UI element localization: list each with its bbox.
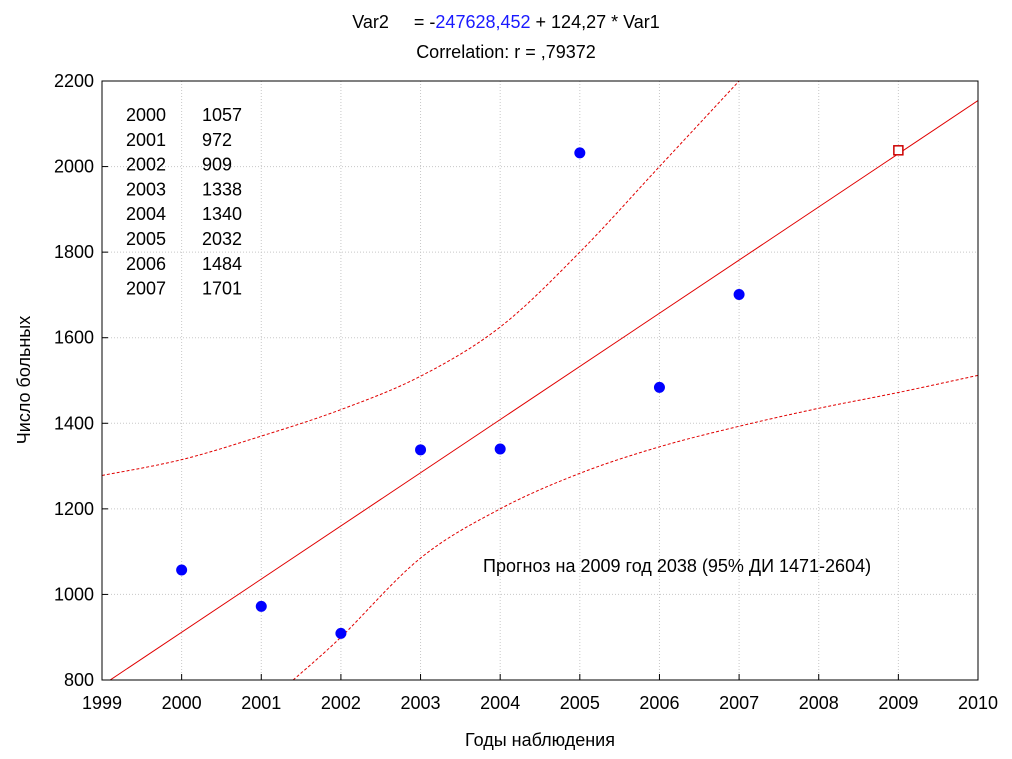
table-value: 909 — [202, 155, 232, 175]
table-year: 2006 — [126, 254, 166, 274]
correlation-line: Correlation: r = ,79372 — [416, 42, 596, 62]
x-tick-label: 2006 — [639, 693, 679, 713]
y-tick-label: 1200 — [54, 499, 94, 519]
data-point — [653, 381, 665, 393]
data-point — [494, 443, 506, 455]
data-point — [176, 564, 188, 576]
table-value: 1701 — [202, 279, 242, 299]
table-year: 2000 — [126, 105, 166, 125]
data-point — [335, 627, 347, 639]
confidence-upper-line — [102, 81, 740, 476]
equation-equals: = - — [413, 12, 436, 32]
equation-intercept: 247628,452 — [435, 12, 531, 32]
table-year: 2004 — [126, 204, 166, 224]
table-value: 1484 — [202, 254, 242, 274]
data-point — [415, 444, 427, 456]
data-point — [574, 147, 586, 159]
y-tick-label: 1000 — [54, 584, 94, 604]
y-tick-label: 1400 — [54, 413, 94, 433]
x-axis-ticks: 1999 2000 2001 2002 2003 2004 2005 2006 2007 2008… — [82, 674, 998, 713]
table-year: 2001 — [126, 130, 166, 150]
plot-border — [101, 80, 979, 681]
y-tick-label: 1600 — [54, 328, 94, 348]
plot-frame — [101, 80, 979, 681]
x-tick-label: 2008 — [799, 693, 839, 713]
x-tick-label: 2004 — [480, 693, 520, 713]
forecast-annotation: Прогноз на 2009 год 2038 (95% ДИ 1471-26… — [483, 556, 871, 576]
data-points — [176, 145, 904, 639]
x-tick-label: 2003 — [401, 693, 441, 713]
confidence-lower-line — [292, 374, 978, 680]
x-tick-label: 2009 — [878, 693, 918, 713]
table-year: 2005 — [126, 229, 166, 249]
table-value: 1338 — [202, 179, 242, 199]
y-tick-label: 2000 — [54, 157, 94, 177]
y-axis-ticks: 800 1000 1200 1400 1600 1800 2000 2200 — [54, 71, 108, 690]
equation-line: Var2 = -247628,452 + 124,27 * Var1 — [0, 12, 1012, 33]
equation-rhs: + 124,27 * Var1 — [530, 12, 660, 32]
x-tick-label: 2010 — [958, 693, 998, 713]
y-tick-label: 1800 — [54, 242, 94, 262]
table-value: 972 — [202, 130, 232, 150]
equation-lhs: Var2 — [352, 12, 389, 32]
data-table: 2000 1057 2001 972 2002 909 2003 1338 2004 1340 20… — [126, 105, 242, 299]
table-value: 1340 — [202, 204, 242, 224]
x-tick-label: 2002 — [321, 693, 361, 713]
data-point — [733, 289, 745, 301]
x-tick-label: 2001 — [241, 693, 281, 713]
data-point — [255, 600, 267, 612]
grid — [102, 81, 978, 680]
y-tick-label: 800 — [64, 670, 94, 690]
x-tick-label: 2007 — [719, 693, 759, 713]
table-year: 2003 — [126, 179, 166, 199]
table-year: 2007 — [126, 279, 166, 299]
x-tick-label: 2000 — [162, 693, 202, 713]
forecast-point — [893, 145, 904, 156]
regression-line — [109, 100, 978, 680]
y-tick-label: 2200 — [54, 71, 94, 91]
table-value: 1057 — [202, 105, 242, 125]
y-axis-label: Число больных — [14, 316, 34, 444]
confidence-band — [102, 81, 978, 680]
x-axis-label: Годы наблюдения — [465, 730, 615, 750]
x-tick-label: 2005 — [560, 693, 600, 713]
table-value: 2032 — [202, 229, 242, 249]
table-year: 2002 — [126, 155, 166, 175]
x-tick-label: 1999 — [82, 693, 122, 713]
regression-line-path — [109, 100, 978, 680]
